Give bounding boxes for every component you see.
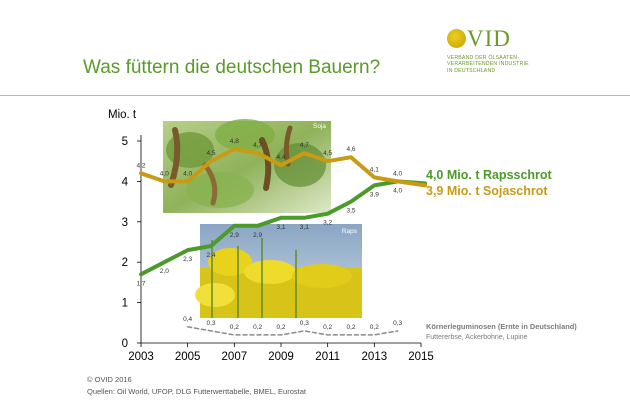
x-tick-label: 2013 [362, 351, 388, 363]
labels-layer: 1,7 2,0 2,3 2,4 2,9 2,9 3,1 3,1 3,2 3,5 3,9 4,0 4,2 4… [136, 138, 577, 341]
data-label: 3,5 [346, 208, 355, 215]
data-label: 0,3 [393, 320, 402, 327]
axes: 0 1 2 3 4 5 2003 2005 2007 2009 2011 2013 2015 Mio. t [108, 109, 434, 363]
legend-raps: 4,0 Mio. t Rapsschrot [426, 168, 553, 182]
data-label: 4,5 [323, 150, 332, 157]
series-line-sojaschrot [139, 147, 427, 188]
x-tick-label: 2005 [175, 351, 201, 363]
data-label: 1,7 [136, 280, 145, 287]
x-tick-label: 2007 [222, 351, 248, 363]
data-label: 4,8 [230, 138, 239, 145]
data-label: 2,0 [160, 268, 169, 275]
soybean-photo: Soja [163, 119, 331, 213]
data-label: 4,0 [183, 170, 192, 177]
data-label: 2,4 [206, 252, 215, 259]
x-tick-label: 2003 [128, 351, 154, 363]
y-tick-label: 4 [122, 176, 129, 188]
data-label: 4,0 [393, 187, 402, 194]
x-tick-label: 2015 [408, 351, 434, 363]
footer-sources: Quellen: Oil World, UFOP, DLG Futterwert… [87, 387, 306, 396]
page-title: Was füttern die deutschen Bauern? [83, 57, 381, 78]
photo-label-soja: Soja [313, 123, 326, 130]
data-label: 4,0 [393, 170, 402, 177]
footer-copyright: © OVID 2016 [87, 375, 132, 384]
photo-label-raps: Raps [342, 228, 358, 235]
legend-leguminosen-sub: Futtererbse, Ackerbohne, Lupine [426, 334, 528, 341]
data-label: 2,3 [183, 256, 192, 263]
data-label: 4,6 [346, 146, 355, 153]
data-label: 0,2 [370, 324, 379, 331]
legend-leguminosen: Körnerleguminosen (Ernte in Deutschland) [426, 322, 577, 331]
y-axis-label: Mio. t [108, 109, 137, 121]
data-label: 3,9 [370, 191, 379, 198]
y-tick-label: 0 [122, 338, 128, 350]
y-tick-label: 2 [122, 257, 128, 269]
data-label: 0,2 [253, 324, 262, 331]
title-divider [0, 95, 630, 96]
data-label: 4,0 [160, 170, 169, 177]
data-label: 0,3 [206, 320, 215, 327]
data-label: 4,5 [206, 150, 215, 157]
series-line-rapsschrot [139, 179, 427, 277]
data-label: 0,4 [183, 316, 192, 323]
data-label: 0,2 [346, 324, 355, 331]
series-layer [139, 147, 427, 336]
data-label: 4,4 [276, 154, 285, 161]
data-label: 0,3 [300, 320, 309, 327]
data-label: 0,2 [276, 324, 285, 331]
rapeseed-photo: Raps [195, 224, 362, 318]
data-label: 2,9 [253, 232, 262, 239]
x-tick-label: 2011 [315, 351, 340, 363]
data-label: 4,1 [370, 166, 379, 173]
data-label: 3,2 [323, 220, 332, 227]
data-label: 4,7 [253, 142, 262, 149]
data-label: 0,2 [323, 324, 332, 331]
data-label: 3,1 [276, 224, 285, 231]
data-label: 2,9 [230, 232, 239, 239]
data-label: 3,1 [300, 224, 309, 231]
x-tick-label: 2009 [268, 351, 294, 363]
data-label: 4,7 [300, 142, 309, 149]
logo-o-icon [447, 29, 466, 48]
series-line-körnerleguminosen [186, 326, 399, 336]
y-tick-label: 5 [122, 136, 128, 148]
legend-soja: 3,9 Mio. t Sojaschrot [426, 184, 548, 198]
data-label: 4,2 [136, 162, 145, 169]
y-tick-label: 3 [122, 217, 128, 229]
ovid-logo: VID VERBAND DER ÖLSAATEN- VERARBEITENDEN… [447, 26, 529, 74]
data-label: 0,2 [230, 324, 239, 331]
logo-subtitle: VERBAND DER ÖLSAATEN- VERARBEITENDEN IND… [447, 55, 529, 74]
y-tick-label: 1 [122, 298, 128, 310]
